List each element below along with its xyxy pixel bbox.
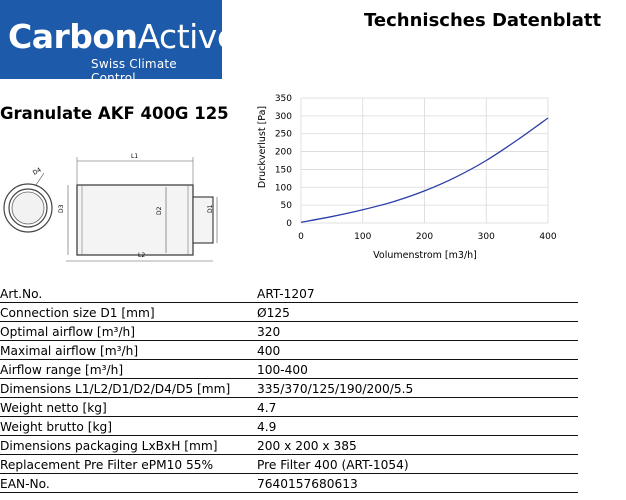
y-tick-label: 50 [281,201,293,211]
logo-wordmark: CarbonActive [8,17,237,56]
spec-row: Weight netto [kg] 4.7 [0,398,578,417]
brand-logo: CarbonActive Swiss Climate Control [0,0,237,85]
spec-label: Connection size D1 [mm] [0,306,155,320]
y-axis-label: Druckverlust [Pa] [257,106,268,188]
spec-label: Dimensions L1/L2/D1/D2/D4/D5 [mm] [0,382,231,396]
spec-row: Dimensions L1/L2/D1/D2/D4/D5 [mm] 335/370… [0,379,578,398]
spec-label: EAN-No. [0,477,50,491]
spec-value: Pre Filter 400 (ART-1054) [257,458,409,472]
spec-value: 335/370/125/190/200/5.5 [257,382,414,396]
label-d3: D3 [58,204,65,213]
spec-value: 320 [257,325,281,339]
spec-value: 400 [257,344,281,358]
y-tick-label: 0 [286,219,292,229]
label-d1: D1 [207,204,214,213]
spec-value: 100-400 [257,363,308,377]
x-tick-label: 100 [354,232,371,242]
label-d2: D2 [156,206,163,215]
y-tick-label: 100 [275,183,292,193]
spec-row: Art.No. ART-1207 [0,284,578,303]
y-axis-ticks: 0 50 100 150 200 250 300 350 [275,94,292,229]
spec-label: Weight netto [kg] [0,401,107,415]
x-axis-ticks: 0 100 200 300 400 [298,232,557,242]
pressure-drop-chart: 0 50 100 150 200 250 300 350 0 100 200 300 400 Druc… [257,94,557,261]
label-l1: L1 [131,153,138,160]
x-axis-label: Volumenstrom [m3/h] [373,250,477,261]
spec-value: ART-1207 [257,287,315,301]
technical-drawing: D4 L1 L2 D3 D2 D1 [3,153,218,262]
label-l2: L2 [138,252,145,259]
spec-row: Replacement Pre Filter ePM10 55% Pre Filt… [0,455,578,474]
end-view: D4 [3,166,53,233]
spec-row: Optimal airflow [m³/h] 320 [0,322,578,341]
document-title: Technisches Datenblatt [364,10,602,31]
product-name: Granulate AKF 400G 125 [0,104,229,123]
spec-row: Maximal airflow [m³/h] 400 [0,341,578,360]
spec-label: Replacement Pre Filter ePM10 55% [0,458,214,472]
x-tick-label: 0 [298,232,304,242]
spec-row: EAN-No. 7640157680613 [0,474,578,493]
spec-row: Connection size D1 [mm] Ø125 [0,303,578,322]
spec-value: 4.9 [257,420,277,434]
spec-label: Weight brutto [kg] [0,420,112,434]
y-tick-label: 150 [275,165,292,175]
series-line [300,117,549,223]
spec-row: Dimensions packaging LxBxH [mm] 200 x 200… [0,436,578,455]
spec-value: 7640157680613 [257,477,358,491]
y-tick-label: 250 [275,130,292,140]
spec-label: Airflow range [m³/h] [0,363,124,377]
spec-value: 4.7 [257,401,277,415]
side-view: L1 L2 D3 D2 D1 [58,153,218,262]
spec-row: Airflow range [m³/h] 100-400 [0,360,578,379]
label-d4: D4 [32,166,43,176]
spec-label: Optimal airflow [m³/h] [0,325,136,339]
spec-table: Art.No. ART-1207 Connection size D1 [mm] Ø1… [0,284,578,493]
spec-value: Ø125 [257,306,290,320]
spec-label: Art.No. [0,287,43,301]
y-tick-label: 350 [275,94,292,104]
spec-label: Maximal airflow [m³/h] [0,344,139,358]
logo-tagline: Swiss Climate Control [91,57,177,85]
y-tick-label: 200 [275,148,292,158]
chart-grid [300,97,549,224]
spec-label: Dimensions packaging LxBxH [mm] [0,439,218,453]
y-tick-label: 300 [275,112,292,122]
x-tick-label: 200 [416,232,433,242]
x-tick-label: 300 [478,232,495,242]
spec-row: Weight brutto [kg] 4.9 [0,417,578,436]
x-tick-label: 400 [539,232,556,242]
spec-value: 200 x 200 x 385 [257,439,357,453]
